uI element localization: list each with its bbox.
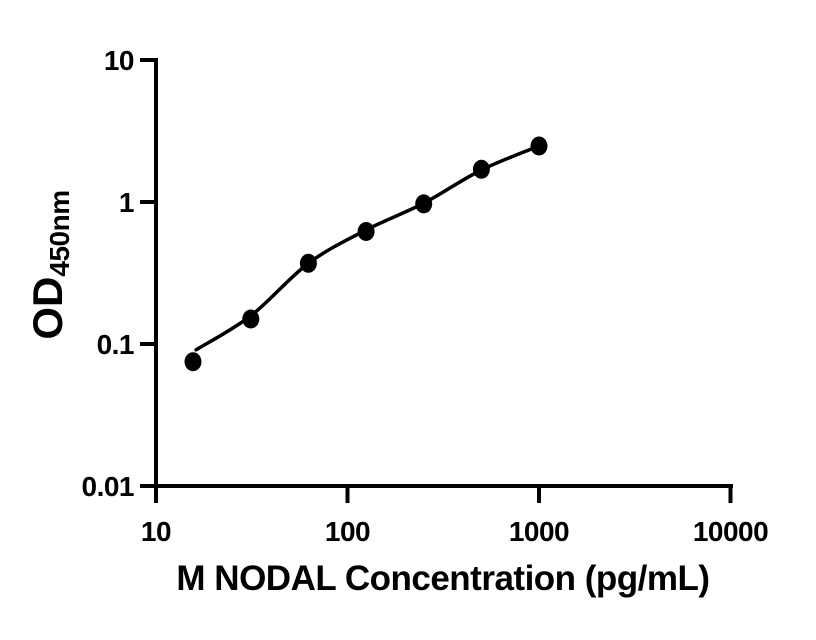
y-axis-title-subscript: 450nm — [44, 190, 75, 277]
x-tick-label: 10 — [141, 516, 171, 547]
y-tick-label: 0.1 — [97, 329, 134, 360]
y-tick-label: 1 — [119, 187, 134, 218]
y-tick-label: 10 — [104, 45, 134, 76]
x-tick-label: 100 — [325, 516, 370, 547]
axis-frame — [154, 58, 733, 488]
x-tick-label: 1000 — [509, 516, 569, 547]
data-point-marker — [472, 159, 490, 179]
x-tick-label: 10000 — [693, 516, 768, 547]
x-axis-title-text: M NODAL Concentration (pg/mL) — [176, 559, 710, 598]
y-axis-title: OD450nm — [24, 190, 75, 340]
data-point-marker — [242, 309, 260, 329]
data-point-marker — [357, 222, 375, 241]
data-point-marker — [184, 352, 202, 372]
data-point-marker — [415, 194, 433, 214]
y-tick-label: 0.01 — [82, 471, 135, 502]
x-axis-title: M NODAL Concentration (pg/mL) — [176, 559, 710, 599]
data-point-marker — [299, 253, 317, 273]
data-point-marker — [530, 136, 548, 156]
y-axis-title-main: OD — [24, 276, 71, 340]
